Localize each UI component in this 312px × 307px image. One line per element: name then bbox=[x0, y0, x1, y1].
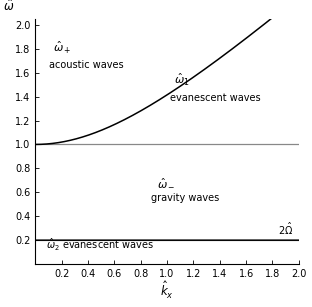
Text: $\hat{\omega}_2$ evanescent waves: $\hat{\omega}_2$ evanescent waves bbox=[46, 237, 154, 253]
Y-axis label: $\hat{\omega}$: $\hat{\omega}$ bbox=[3, 0, 15, 14]
Text: $\hat{\omega}_+$: $\hat{\omega}_+$ bbox=[52, 40, 71, 56]
Text: evanescent waves: evanescent waves bbox=[170, 92, 260, 103]
Text: gravity waves: gravity waves bbox=[151, 193, 220, 203]
Text: $2\hat{\Omega}$: $2\hat{\Omega}$ bbox=[278, 221, 293, 237]
X-axis label: $\hat{k}_x$: $\hat{k}_x$ bbox=[160, 280, 174, 301]
Text: $\hat{\omega}_-$: $\hat{\omega}_-$ bbox=[157, 176, 175, 189]
Text: $\hat{\omega}_1$: $\hat{\omega}_1$ bbox=[174, 72, 189, 88]
Text: acoustic waves: acoustic waves bbox=[49, 60, 123, 70]
